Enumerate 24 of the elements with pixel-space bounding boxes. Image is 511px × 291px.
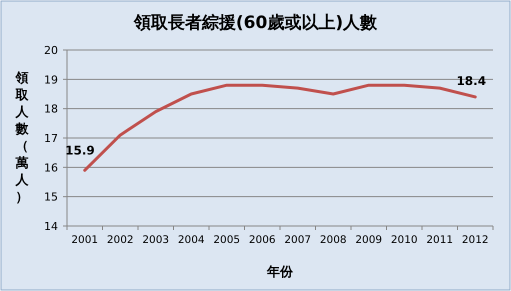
chart-title: 領取長者綜援(60歲或以上)人數 — [132, 13, 378, 33]
x-tick-label: 2008 — [320, 234, 347, 246]
y-tick-label: 19 — [44, 73, 58, 86]
x-tick-label: 2011 — [426, 234, 454, 246]
x-axis-title: 年份 — [266, 265, 294, 280]
x-tick-label: 2010 — [390, 234, 418, 246]
x-tick-label: 2003 — [142, 234, 170, 246]
x-tick-label: 2007 — [284, 234, 312, 246]
y-tick-label: 18 — [44, 102, 58, 116]
x-tick-label: 2004 — [178, 234, 205, 246]
x-tick-label: 2005 — [213, 234, 240, 246]
y-axis-title: 領取人數（萬人） — [14, 71, 30, 205]
data-label: 15.9 — [65, 143, 95, 158]
data-label: 18.4 — [456, 74, 486, 88]
x-tick-label: 2002 — [106, 234, 134, 246]
y-tick-label: 14 — [44, 220, 58, 233]
y-tick-label: 16 — [44, 161, 58, 174]
x-tick-label: 2006 — [248, 234, 276, 246]
x-tick-label: 2012 — [462, 234, 489, 246]
x-tick-label: 2009 — [355, 234, 382, 246]
y-tick-label: 20 — [44, 44, 58, 57]
y-tick-label: 17 — [44, 132, 58, 145]
y-tick-label: 15 — [44, 190, 58, 204]
x-tick-label: 2001 — [71, 234, 98, 246]
